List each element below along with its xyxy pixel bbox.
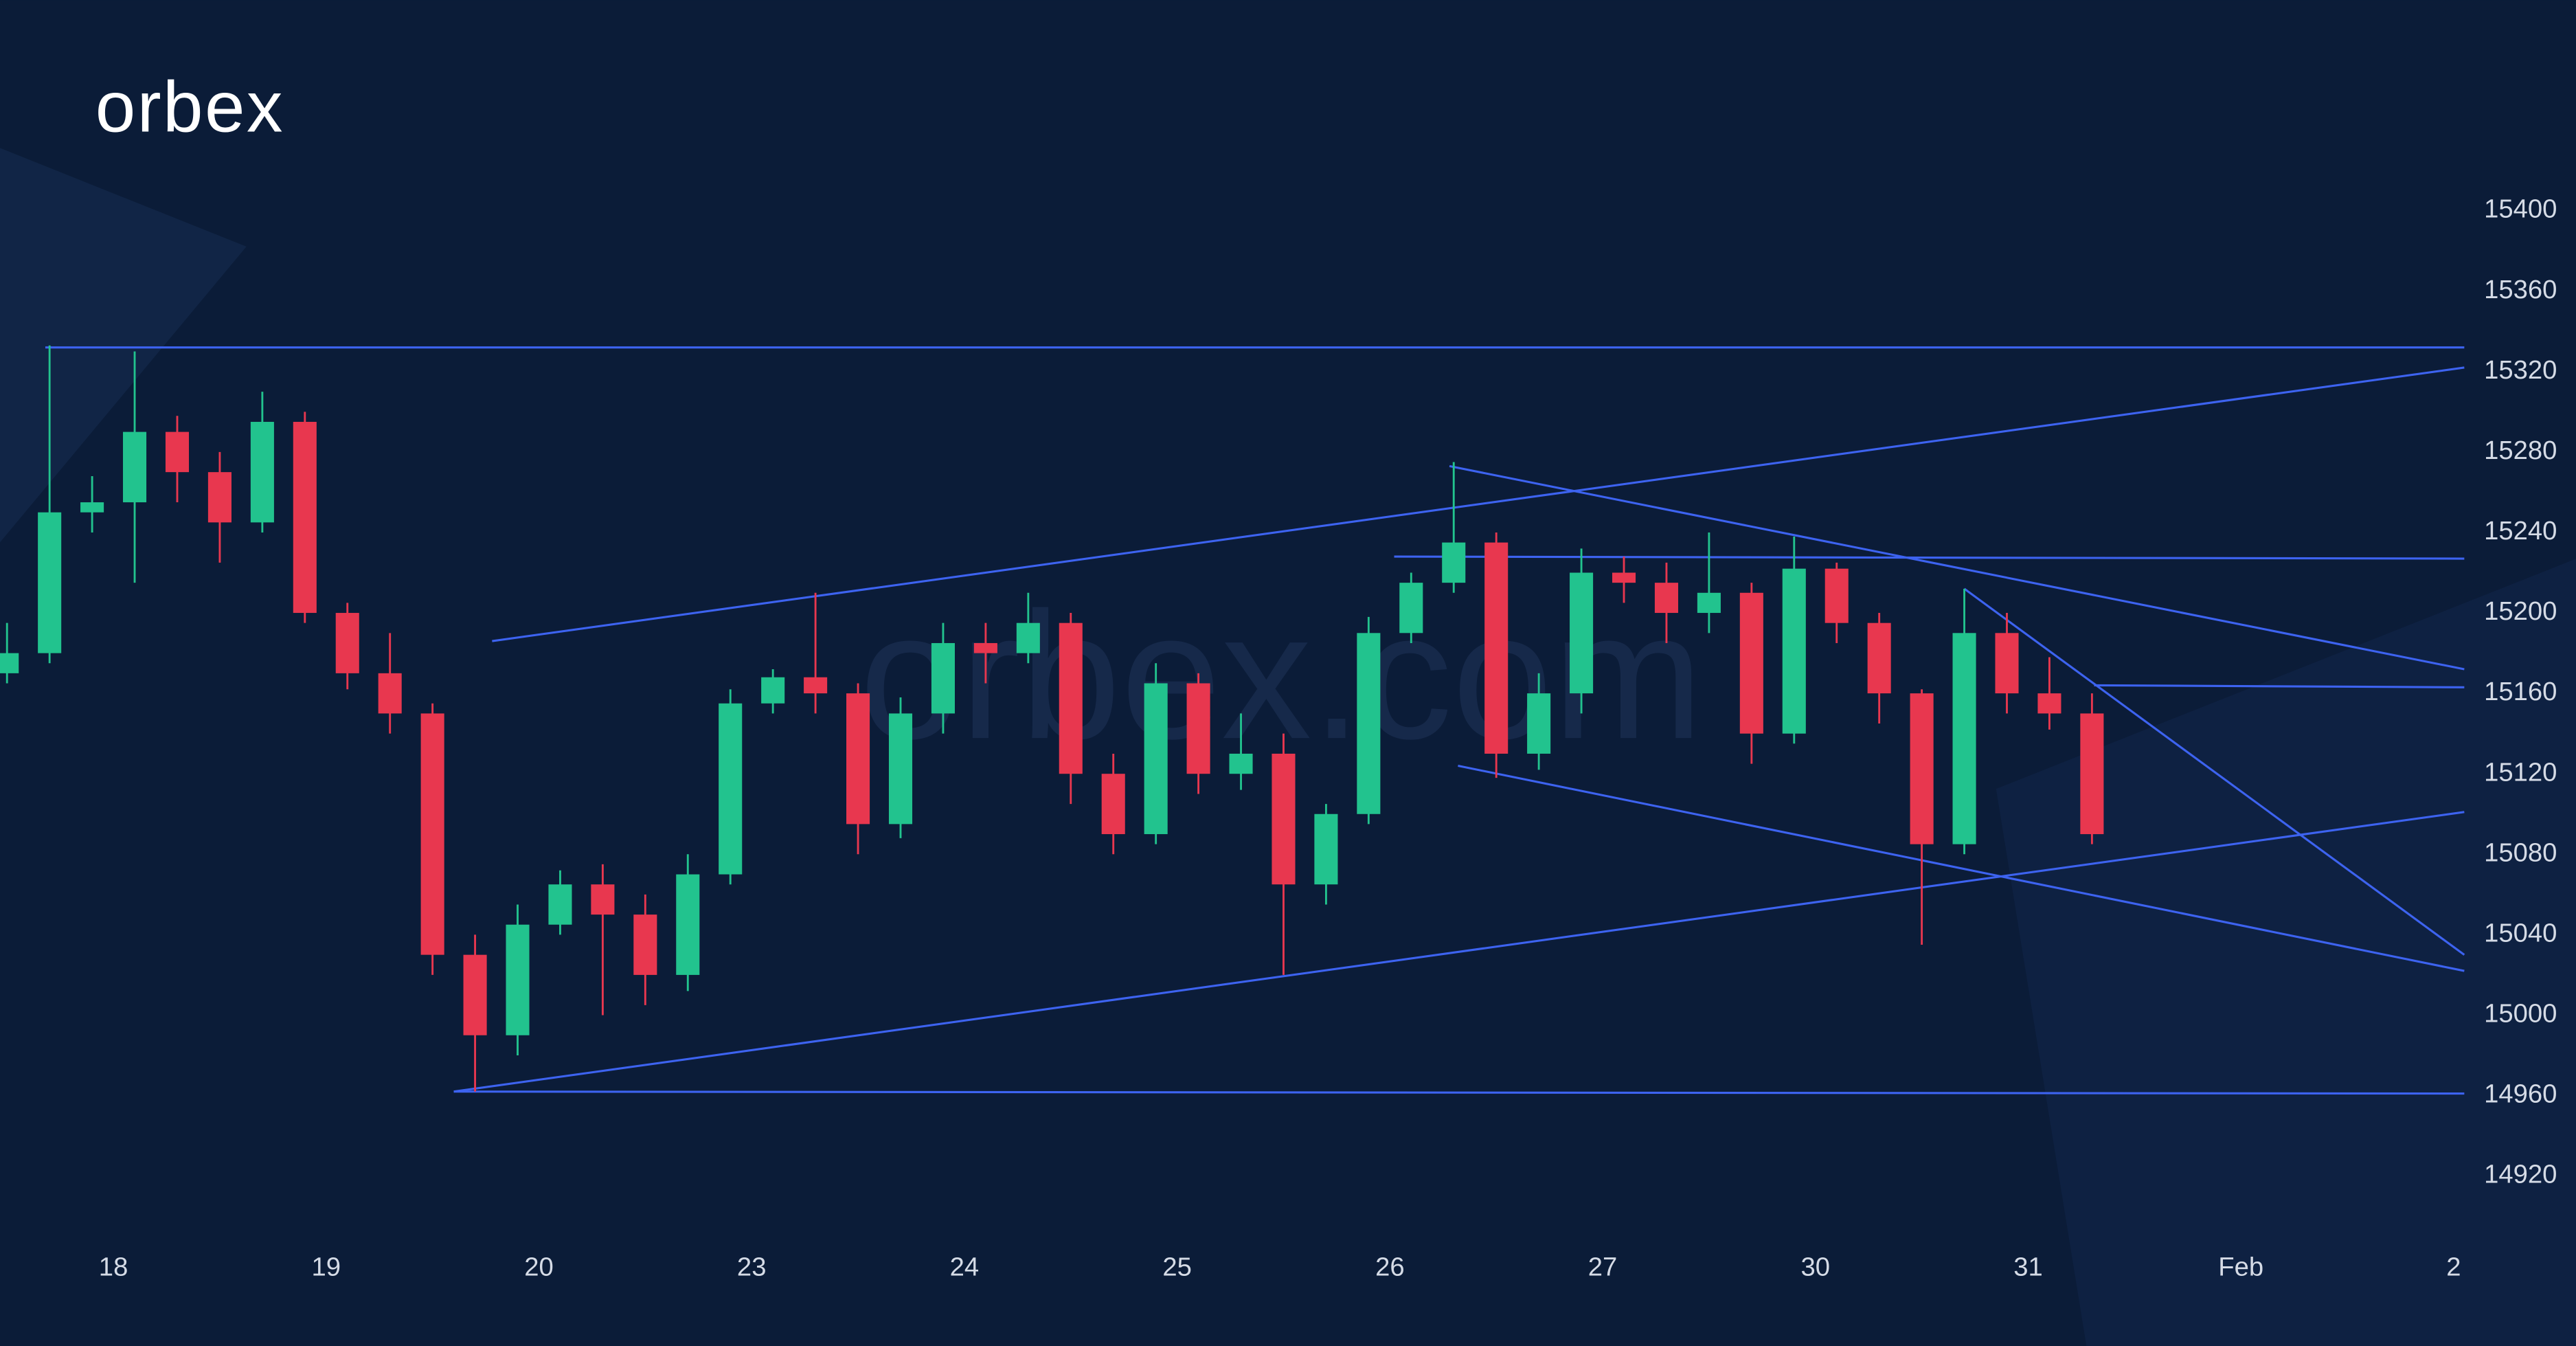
bg-shape [0, 148, 247, 543]
candle-body [1059, 622, 1083, 774]
candle-body [633, 915, 657, 975]
y-tick-label: 15000 [2484, 999, 2557, 1029]
trend-line [1458, 764, 2465, 972]
trend-line [2094, 684, 2465, 688]
trend-line [1449, 464, 2465, 671]
candle-body [1484, 542, 1509, 754]
watermark: orbex.com [859, 574, 1703, 776]
candle-body [1016, 622, 1040, 653]
candle-body [1357, 633, 1381, 814]
candle-body [1144, 683, 1168, 835]
y-tick-label: 15040 [2484, 918, 2557, 947]
candle-body [1442, 542, 1466, 583]
candle-body [548, 884, 572, 925]
candle-body [207, 472, 231, 523]
candle-body [804, 677, 828, 694]
logo: orbex [95, 67, 284, 147]
plot: 14920 14960 15000 15040 15080 15120 15160 15200… [0, 194, 2557, 1282]
candle-body [1272, 753, 1296, 885]
y-tick-label: 15160 [2484, 677, 2557, 706]
y-tick-label: 15400 [2484, 194, 2557, 224]
y-tick-label: 15080 [2484, 838, 2557, 867]
candle-body [1995, 633, 2019, 694]
y-tick-label: 15320 [2484, 355, 2557, 385]
x-tick-label: 18 [99, 1253, 128, 1282]
candle-body [846, 693, 870, 825]
y-tick-label: 14920 [2484, 1160, 2557, 1189]
x-tick-label: 27 [1588, 1253, 1618, 1282]
y-tick-label: 15280 [2484, 436, 2557, 465]
candle-body [0, 653, 19, 673]
candle-body [719, 703, 743, 875]
candle-body [676, 874, 700, 975]
x-tick-label: 25 [1162, 1253, 1192, 1282]
candle-body [761, 677, 785, 704]
x-tick-label: 24 [950, 1253, 980, 1282]
candle-body [1186, 683, 1210, 774]
bg-shape [1996, 559, 2576, 1346]
candle-body [1570, 572, 1594, 694]
trend-line [1394, 555, 2465, 560]
candle-body [1527, 693, 1551, 754]
candle-body [2080, 713, 2104, 835]
candle-body [1952, 633, 1976, 844]
candle-body [420, 713, 444, 955]
x-tick-label: 26 [1375, 1253, 1405, 1282]
trend-line [453, 811, 2465, 1093]
candle-body [1824, 568, 1849, 623]
candle-body [591, 884, 615, 915]
x-tick-label: 23 [737, 1253, 767, 1282]
candle-body [165, 431, 190, 473]
x-tick-label: 20 [524, 1253, 554, 1282]
candle-body [123, 431, 147, 503]
candle-body [1867, 622, 1891, 694]
candle-body [1101, 774, 1125, 835]
candle-body [1612, 572, 1636, 583]
candle-body [1229, 753, 1253, 774]
candle-body [1314, 814, 1338, 885]
x-tick-label: Feb [2218, 1253, 2263, 1282]
x-tick-label: 30 [1800, 1253, 1830, 1282]
y-tick-label: 14960 [2484, 1079, 2557, 1109]
candle-body [973, 642, 997, 653]
trend-line [1963, 587, 2465, 956]
candle-body [463, 954, 487, 1035]
candle-body [378, 673, 402, 714]
candle-body [1739, 592, 1763, 734]
y-tick-label: 15240 [2484, 516, 2557, 546]
trend-line [453, 1090, 2465, 1095]
trend-line [492, 366, 2465, 642]
candle-body [335, 613, 359, 673]
candle-body [38, 512, 62, 653]
candle-body [293, 421, 317, 614]
candle-body [888, 713, 913, 825]
candle-body [1910, 693, 1934, 844]
y-tick-label: 15120 [2484, 757, 2557, 787]
candle-body [2037, 693, 2061, 714]
candle-body [506, 924, 530, 1035]
x-tick-label: 31 [2013, 1253, 2043, 1282]
y-tick-label: 15360 [2484, 275, 2557, 304]
candle-body [1697, 592, 1721, 614]
candle-body [1654, 583, 1678, 614]
candle-body [1782, 568, 1806, 734]
x-tick-label: 19 [312, 1253, 341, 1282]
candle-body [80, 502, 104, 513]
candle-body [1399, 583, 1423, 633]
x-tick-label: 2 [2446, 1253, 2461, 1282]
candle-body [250, 421, 274, 523]
candle-body [931, 642, 955, 714]
y-tick-label: 15200 [2484, 596, 2557, 626]
